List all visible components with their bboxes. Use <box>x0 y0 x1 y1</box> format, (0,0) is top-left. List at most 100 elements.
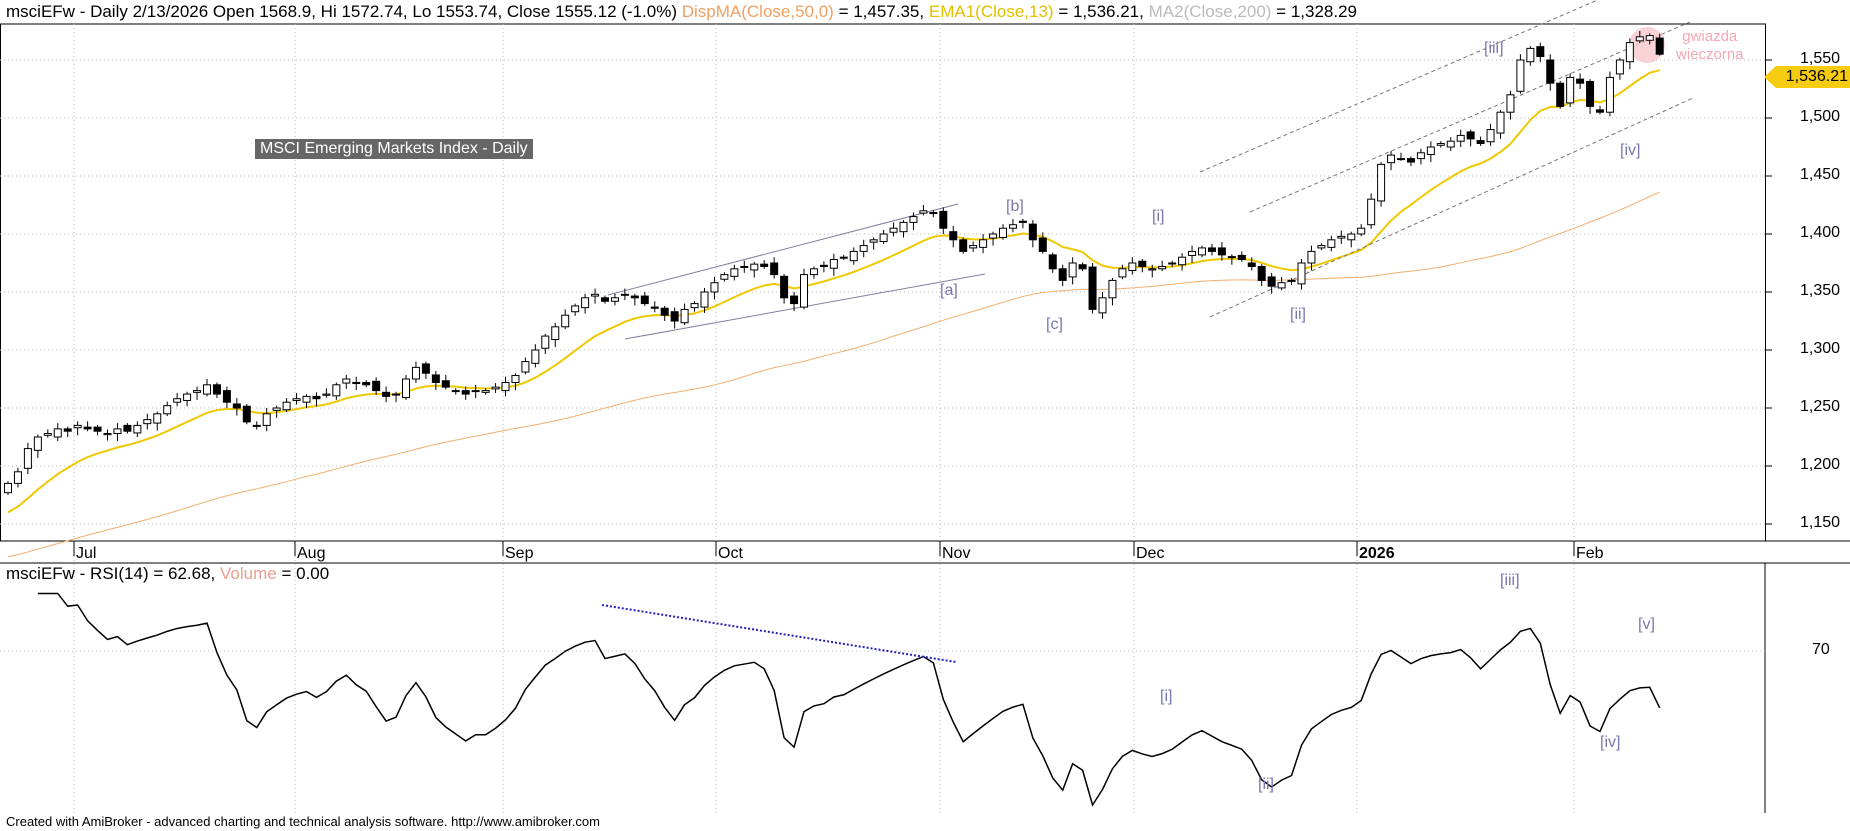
x-tick: Dec <box>1136 545 1165 562</box>
candle-body <box>1586 80 1595 107</box>
candle-body <box>153 413 162 424</box>
candle-body <box>1098 297 1107 314</box>
candle-body <box>93 426 102 432</box>
candle-body <box>1018 220 1027 223</box>
x-tick: 2026 <box>1359 545 1395 562</box>
candle-body <box>103 433 112 436</box>
ema13-line <box>7 69 1660 514</box>
candle-body <box>332 384 341 397</box>
candle-body <box>1496 111 1505 134</box>
candle-body <box>929 212 938 215</box>
candle-body <box>740 265 749 268</box>
wave-label: [b] <box>1006 198 1024 215</box>
candle-body <box>1257 265 1266 281</box>
candle-body <box>949 231 958 241</box>
candle-body <box>1466 131 1475 140</box>
candle-body <box>1088 266 1097 310</box>
candle-body <box>1178 256 1187 266</box>
candle-body <box>809 268 818 276</box>
trend-channel-top <box>1199 0 1599 173</box>
candle-body <box>989 233 998 239</box>
candle-body <box>372 380 381 392</box>
candle-body <box>1217 247 1226 256</box>
candle-body <box>1227 256 1236 259</box>
candle-body <box>232 403 241 409</box>
y-tick: 1,300 <box>1800 340 1841 357</box>
candle-body <box>521 361 530 373</box>
candle-body <box>1138 260 1147 267</box>
candle-body <box>342 378 351 384</box>
candle-body <box>571 305 580 313</box>
candle-body <box>1118 268 1127 278</box>
symbol: msciEFw <box>6 2 75 21</box>
volume-label: Volume <box>220 564 277 583</box>
candle-body <box>690 303 699 309</box>
candle-body <box>1566 76 1575 104</box>
x-tick: Oct <box>718 545 743 562</box>
x-tick: Sep <box>505 545 534 562</box>
candle-body <box>511 375 520 383</box>
candle-body <box>272 407 281 411</box>
candle-body <box>919 210 928 214</box>
rsi-wave-label: [iii] <box>1500 572 1520 589</box>
x-tick: Nov <box>942 545 971 562</box>
candle-body <box>362 381 371 386</box>
volume-value: = 0.00 <box>281 564 330 583</box>
candle-body <box>1645 35 1654 41</box>
candle-body <box>680 308 689 324</box>
candle-body <box>1536 46 1545 58</box>
candle-body <box>183 393 192 401</box>
y-tick: 1,350 <box>1800 282 1841 299</box>
candle-body <box>1576 78 1585 84</box>
candle-body <box>869 239 878 243</box>
candle-body <box>889 227 898 233</box>
candle-body <box>1416 152 1425 160</box>
evening-star-annotation: gwiazda wieczorna <box>1676 28 1744 64</box>
candle-body <box>113 428 122 435</box>
candle-body <box>670 311 679 322</box>
candle-body <box>800 274 808 308</box>
candle-body <box>720 274 729 280</box>
candle-body <box>730 268 739 277</box>
y-tick: 1,550 <box>1800 50 1841 67</box>
x-tick: Feb <box>1576 545 1604 562</box>
candle-body <box>1198 247 1206 256</box>
candle-body <box>471 390 480 393</box>
candle-body <box>481 390 490 393</box>
candle-body <box>1267 276 1276 287</box>
candle-body <box>123 424 132 432</box>
candle-body <box>1436 143 1445 146</box>
candle-body <box>979 239 988 248</box>
candle-body <box>133 424 142 434</box>
annotation-line2: wieczorna <box>1676 46 1744 63</box>
candle-body <box>203 384 211 395</box>
candle-body <box>242 405 251 423</box>
ema-value: = 1,536.21, <box>1058 2 1144 21</box>
ma50-value: = 1,457.35, <box>838 2 925 21</box>
candle-body <box>1526 47 1535 63</box>
candle-body <box>1237 254 1246 261</box>
annotation-line1: gwiazda <box>1682 28 1738 45</box>
candle-body <box>33 436 42 451</box>
rsi-divergence-line <box>601 604 957 663</box>
candle-body <box>790 295 799 305</box>
candle-body <box>1397 158 1405 161</box>
candle-body <box>53 428 62 438</box>
candle-body <box>531 349 540 364</box>
candle-body <box>551 326 560 341</box>
ema-label: EMA1(Close,13) <box>928 2 1054 21</box>
price-header: msciEFw - Daily 2/13/2026 Open 1568.9, H… <box>6 2 1357 22</box>
candle-body <box>939 210 948 229</box>
candle-body <box>1456 134 1465 142</box>
ohlc-info: - Daily 2/13/2026 Open 1568.9, Hi 1572.7… <box>79 2 677 21</box>
candle-body <box>819 264 828 267</box>
candle-body <box>1058 268 1067 281</box>
candle-body <box>750 263 759 271</box>
candle-body <box>352 381 361 384</box>
candle-body <box>1596 109 1604 113</box>
candle-body <box>1476 140 1485 145</box>
candle-body <box>1546 59 1555 84</box>
candle-body <box>969 245 978 249</box>
